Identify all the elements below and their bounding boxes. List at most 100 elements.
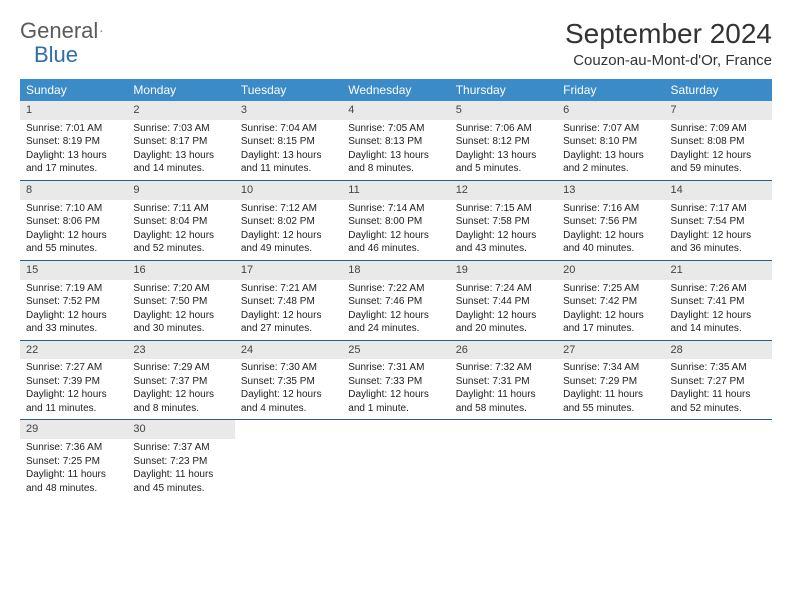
brand-logo: General — [20, 18, 120, 44]
daylight-text: Daylight: 12 hours and 4 minutes. — [241, 388, 336, 415]
day-cell: 10Sunrise: 7:12 AMSunset: 8:02 PMDayligh… — [235, 181, 342, 260]
sunrise-text: Sunrise: 7:10 AM — [26, 202, 121, 216]
day-body: Sunrise: 7:35 AMSunset: 7:27 PMDaylight:… — [665, 359, 772, 419]
sunset-text: Sunset: 7:46 PM — [348, 295, 443, 309]
day-cell: 5Sunrise: 7:06 AMSunset: 8:12 PMDaylight… — [450, 101, 557, 180]
sunrise-text: Sunrise: 7:36 AM — [26, 441, 121, 455]
sunrise-text: Sunrise: 7:17 AM — [671, 202, 766, 216]
sunrise-text: Sunrise: 7:37 AM — [133, 441, 228, 455]
day-number: 7 — [665, 101, 772, 120]
brand-part2: Blue — [34, 42, 78, 68]
day-number: 13 — [557, 181, 664, 200]
day-number: 23 — [127, 341, 234, 360]
day-body: Sunrise: 7:21 AMSunset: 7:48 PMDaylight:… — [235, 280, 342, 340]
day-body: Sunrise: 7:37 AMSunset: 7:23 PMDaylight:… — [127, 439, 234, 499]
sunrise-text: Sunrise: 7:32 AM — [456, 361, 551, 375]
day-cell: 2Sunrise: 7:03 AMSunset: 8:17 PMDaylight… — [127, 101, 234, 180]
daylight-text: Daylight: 13 hours and 8 minutes. — [348, 149, 443, 176]
day-number: 22 — [20, 341, 127, 360]
sunset-text: Sunset: 8:06 PM — [26, 215, 121, 229]
daylight-text: Daylight: 12 hours and 1 minute. — [348, 388, 443, 415]
day-number: 20 — [557, 261, 664, 280]
day-number: 25 — [342, 341, 449, 360]
location-label: Couzon-au-Mont-d'Or, France — [565, 52, 772, 69]
day-cell: 11Sunrise: 7:14 AMSunset: 8:00 PMDayligh… — [342, 181, 449, 260]
day-cell: 26Sunrise: 7:32 AMSunset: 7:31 PMDayligh… — [450, 341, 557, 420]
daylight-text: Daylight: 13 hours and 2 minutes. — [563, 149, 658, 176]
day-cell: 19Sunrise: 7:24 AMSunset: 7:44 PMDayligh… — [450, 261, 557, 340]
daylight-text: Daylight: 12 hours and 24 minutes. — [348, 309, 443, 336]
sunrise-text: Sunrise: 7:22 AM — [348, 282, 443, 296]
day-number: 12 — [450, 181, 557, 200]
daylight-text: Daylight: 12 hours and 55 minutes. — [26, 229, 121, 256]
day-body: Sunrise: 7:30 AMSunset: 7:35 PMDaylight:… — [235, 359, 342, 419]
daylight-text: Daylight: 12 hours and 17 minutes. — [563, 309, 658, 336]
week-row: 15Sunrise: 7:19 AMSunset: 7:52 PMDayligh… — [20, 261, 772, 341]
day-number: 6 — [557, 101, 664, 120]
daylight-text: Daylight: 12 hours and 14 minutes. — [671, 309, 766, 336]
month-title: September 2024 — [565, 18, 772, 50]
day-body: Sunrise: 7:04 AMSunset: 8:15 PMDaylight:… — [235, 120, 342, 180]
sunset-text: Sunset: 8:02 PM — [241, 215, 336, 229]
sunset-text: Sunset: 7:58 PM — [456, 215, 551, 229]
brand-part1: General — [20, 18, 98, 44]
sunrise-text: Sunrise: 7:07 AM — [563, 122, 658, 136]
sunset-text: Sunset: 7:41 PM — [671, 295, 766, 309]
day-number: 4 — [342, 101, 449, 120]
calendar: SundayMondayTuesdayWednesdayThursdayFrid… — [20, 79, 772, 499]
day-cell: 4Sunrise: 7:05 AMSunset: 8:13 PMDaylight… — [342, 101, 449, 180]
sunset-text: Sunset: 8:00 PM — [348, 215, 443, 229]
day-number: 24 — [235, 341, 342, 360]
daylight-text: Daylight: 12 hours and 8 minutes. — [133, 388, 228, 415]
day-number: 9 — [127, 181, 234, 200]
daylight-text: Daylight: 11 hours and 55 minutes. — [563, 388, 658, 415]
day-number: 11 — [342, 181, 449, 200]
daylight-text: Daylight: 13 hours and 17 minutes. — [26, 149, 121, 176]
sunrise-text: Sunrise: 7:09 AM — [671, 122, 766, 136]
sunrise-text: Sunrise: 7:05 AM — [348, 122, 443, 136]
day-body: Sunrise: 7:07 AMSunset: 8:10 PMDaylight:… — [557, 120, 664, 180]
weekday-header: Sunday — [20, 79, 127, 101]
day-body: Sunrise: 7:29 AMSunset: 7:37 PMDaylight:… — [127, 359, 234, 419]
day-body: Sunrise: 7:01 AMSunset: 8:19 PMDaylight:… — [20, 120, 127, 180]
daylight-text: Daylight: 12 hours and 40 minutes. — [563, 229, 658, 256]
day-number: 27 — [557, 341, 664, 360]
sunset-text: Sunset: 8:17 PM — [133, 135, 228, 149]
sunset-text: Sunset: 8:04 PM — [133, 215, 228, 229]
day-body: Sunrise: 7:27 AMSunset: 7:39 PMDaylight:… — [20, 359, 127, 419]
sunrise-text: Sunrise: 7:26 AM — [671, 282, 766, 296]
day-cell — [235, 420, 342, 499]
day-cell: 23Sunrise: 7:29 AMSunset: 7:37 PMDayligh… — [127, 341, 234, 420]
day-cell: 13Sunrise: 7:16 AMSunset: 7:56 PMDayligh… — [557, 181, 664, 260]
daylight-text: Daylight: 12 hours and 33 minutes. — [26, 309, 121, 336]
day-cell: 25Sunrise: 7:31 AMSunset: 7:33 PMDayligh… — [342, 341, 449, 420]
sunrise-text: Sunrise: 7:30 AM — [241, 361, 336, 375]
sunrise-text: Sunrise: 7:35 AM — [671, 361, 766, 375]
day-body: Sunrise: 7:25 AMSunset: 7:42 PMDaylight:… — [557, 280, 664, 340]
day-cell: 16Sunrise: 7:20 AMSunset: 7:50 PMDayligh… — [127, 261, 234, 340]
day-body: Sunrise: 7:11 AMSunset: 8:04 PMDaylight:… — [127, 200, 234, 260]
daylight-text: Daylight: 12 hours and 27 minutes. — [241, 309, 336, 336]
day-cell: 9Sunrise: 7:11 AMSunset: 8:04 PMDaylight… — [127, 181, 234, 260]
day-cell — [450, 420, 557, 499]
weekday-header: Thursday — [450, 79, 557, 101]
sunrise-text: Sunrise: 7:21 AM — [241, 282, 336, 296]
sunset-text: Sunset: 7:50 PM — [133, 295, 228, 309]
day-cell: 17Sunrise: 7:21 AMSunset: 7:48 PMDayligh… — [235, 261, 342, 340]
day-body: Sunrise: 7:16 AMSunset: 7:56 PMDaylight:… — [557, 200, 664, 260]
day-body: Sunrise: 7:17 AMSunset: 7:54 PMDaylight:… — [665, 200, 772, 260]
sunset-text: Sunset: 8:08 PM — [671, 135, 766, 149]
day-cell — [557, 420, 664, 499]
day-cell: 14Sunrise: 7:17 AMSunset: 7:54 PMDayligh… — [665, 181, 772, 260]
day-number: 17 — [235, 261, 342, 280]
day-number: 19 — [450, 261, 557, 280]
sunset-text: Sunset: 7:31 PM — [456, 375, 551, 389]
day-body: Sunrise: 7:26 AMSunset: 7:41 PMDaylight:… — [665, 280, 772, 340]
sunset-text: Sunset: 8:19 PM — [26, 135, 121, 149]
day-number: 1 — [20, 101, 127, 120]
day-body: Sunrise: 7:36 AMSunset: 7:25 PMDaylight:… — [20, 439, 127, 499]
daylight-text: Daylight: 12 hours and 49 minutes. — [241, 229, 336, 256]
day-cell: 30Sunrise: 7:37 AMSunset: 7:23 PMDayligh… — [127, 420, 234, 499]
sunrise-text: Sunrise: 7:04 AM — [241, 122, 336, 136]
sunset-text: Sunset: 7:52 PM — [26, 295, 121, 309]
